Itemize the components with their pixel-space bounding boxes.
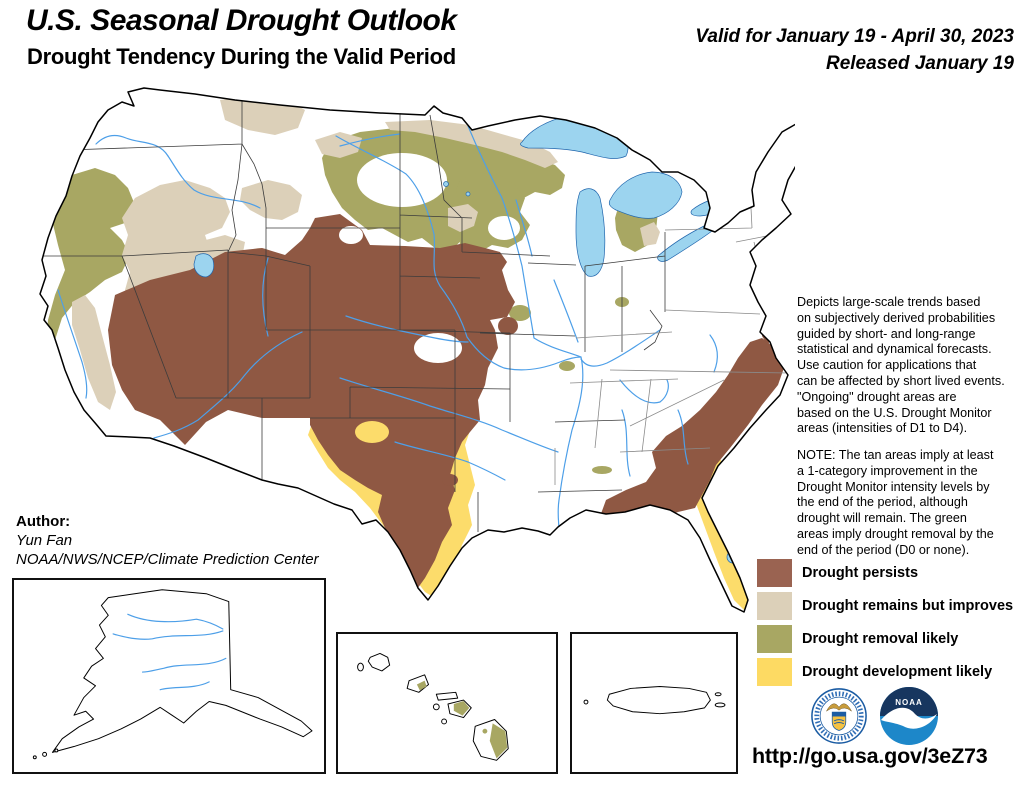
legend-swatch-improves [757, 592, 792, 620]
page-title: U.S. Seasonal Drought Outlook [26, 4, 457, 37]
noaa-logo: NOAA [880, 687, 938, 745]
legend-label-persists: Drought persists [802, 565, 919, 581]
shield-icon [831, 711, 847, 731]
white-holes-upper [357, 153, 520, 240]
alaska-inset-map [12, 578, 326, 774]
legend-item-improves: Drought remains but improves [757, 592, 1013, 620]
legend-swatch-development [757, 658, 792, 686]
legend-item-persists: Drought persists [757, 559, 1013, 587]
page-subtitle: Drought Tendency During the Valid Period [27, 44, 456, 69]
seagull-icon [881, 707, 937, 729]
release-date-text: Released January 19 [825, 52, 1014, 74]
map-description: Depicts large-scale trends based on subj… [797, 295, 1005, 436]
legend-item-removal: Drought removal likely [757, 625, 1013, 653]
department-of-commerce-seal [811, 688, 867, 744]
texas-yellow-pocket [355, 421, 389, 443]
noaa-logo-text: NOAA [895, 698, 923, 707]
rivers [57, 125, 718, 543]
author-name: Yun Fan [16, 531, 73, 549]
legend-label-removal: Drought removal likely [802, 631, 959, 647]
author-label: Author: [16, 513, 71, 530]
legend-label-improves: Drought remains but improves [802, 598, 1014, 614]
legend-swatch-removal [757, 625, 792, 653]
conus-drought-map [39, 87, 795, 613]
legend-label-development: Drought development likely [802, 664, 993, 680]
legend-item-development: Drought development likely [757, 658, 1013, 686]
hawaii-inset-map [336, 632, 558, 774]
author-block: Author: Yun Fan NOAA/NWS/NCEP/Climate Pr… [16, 513, 319, 569]
valid-period-block: Valid for January 19 - April 30, 2023 Re… [695, 24, 1014, 78]
legend-swatch-persists [757, 559, 792, 587]
map-note: NOTE: The tan areas imply at least a 1-c… [797, 448, 994, 557]
author-organization: NOAA/NWS/NCEP/Climate Prediction Center [16, 550, 319, 568]
conus-coastline [39, 87, 795, 613]
valid-period-text: Valid for January 19 - April 30, 2023 [695, 26, 1014, 47]
puerto-rico-inset-map [570, 632, 738, 774]
drought-legend: Drought persists Drought remains but impr… [757, 559, 1013, 691]
short-url-link[interactable]: http://go.usa.gov/3eZ73 [752, 744, 988, 768]
eagle-icon [826, 703, 852, 712]
